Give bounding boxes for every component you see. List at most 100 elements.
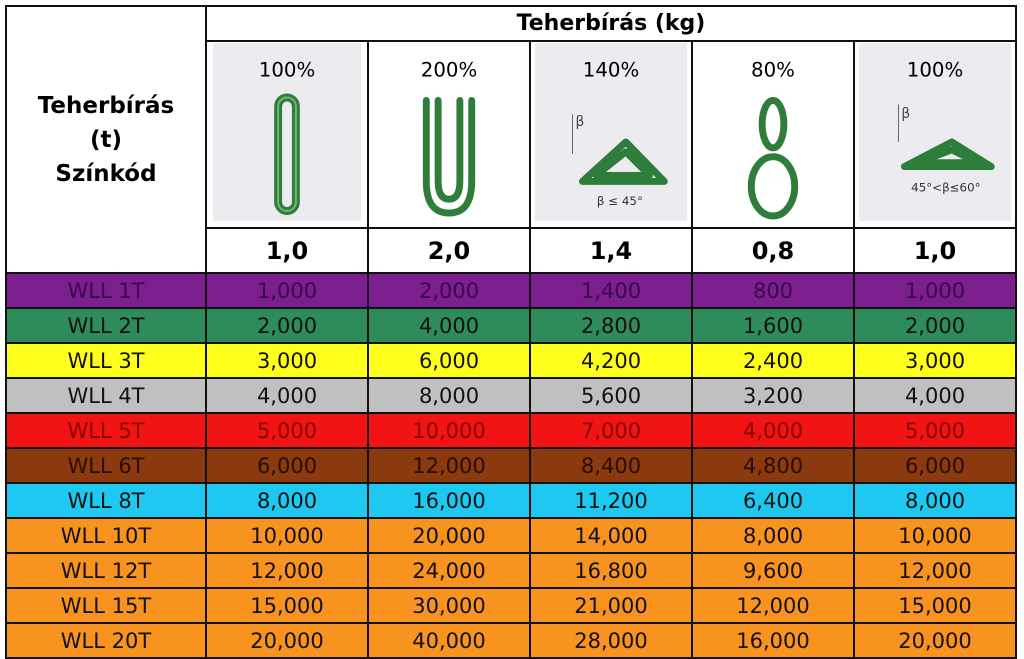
row-label: WLL 12T bbox=[5, 552, 207, 589]
cell: 24,000 bbox=[367, 552, 531, 589]
table-row: WLL 6T 6,000 12,000 8,400 4,800 6,000 bbox=[5, 447, 1017, 484]
cell: 20,000 bbox=[853, 622, 1017, 659]
table-row: WLL 15T 15,000 30,000 21,000 12,000 15,000 bbox=[5, 587, 1017, 624]
table-row: WLL 2T 2,000 4,000 2,800 1,600 2,000 bbox=[5, 307, 1017, 344]
row-label: WLL 6T bbox=[5, 447, 207, 484]
factor: 0,8 bbox=[691, 227, 855, 274]
cell: 14,000 bbox=[529, 517, 693, 554]
cell: 2,000 bbox=[367, 272, 531, 309]
angle-symbol: β bbox=[575, 114, 584, 130]
cell: 4,800 bbox=[691, 447, 855, 484]
table-row: WLL 8T 8,000 16,000 11,200 6,400 8,000 bbox=[5, 482, 1017, 519]
cell: 8,000 bbox=[853, 482, 1017, 519]
sling-icon: 200% bbox=[421, 59, 477, 217]
sling-icon: 80% bbox=[747, 59, 799, 220]
percent: 80% bbox=[751, 59, 795, 82]
cell: 4,200 bbox=[529, 342, 693, 379]
table-title: Teherbírás (kg) bbox=[205, 5, 1017, 42]
cell: 2,800 bbox=[529, 307, 693, 344]
cell: 30,000 bbox=[367, 587, 531, 624]
cell: 4,000 bbox=[367, 307, 531, 344]
cell: 1,000 bbox=[853, 272, 1017, 309]
cell: 6,000 bbox=[853, 447, 1017, 484]
icon-cell: 100% β 45°<β≤60° bbox=[853, 40, 1017, 229]
cell: 3,200 bbox=[691, 377, 855, 414]
percent: 140% bbox=[583, 59, 639, 82]
row-label: WLL 1T bbox=[5, 272, 207, 309]
left-header-line: (t) bbox=[89, 126, 123, 153]
table-row: WLL 4T 4,000 8,000 5,600 3,200 4,000 bbox=[5, 377, 1017, 414]
cell: 16,000 bbox=[367, 482, 531, 519]
table-row: WLL 12T 12,000 24,000 16,800 9,600 12,000 bbox=[5, 552, 1017, 589]
row-label: WLL 5T bbox=[5, 412, 207, 449]
percent: 100% bbox=[259, 59, 315, 82]
cell: 15,000 bbox=[853, 587, 1017, 624]
sling-icon: 100% β 45°<β≤60° bbox=[858, 43, 1012, 221]
percent: 200% bbox=[421, 59, 477, 82]
cell: 15,000 bbox=[205, 587, 369, 624]
table-row: WLL 3T 3,000 6,000 4,200 2,400 3,000 bbox=[5, 342, 1017, 379]
cell: 11,200 bbox=[529, 482, 693, 519]
angle-note: 45°<β≤60° bbox=[911, 180, 980, 194]
load-table: Teherbírás (t) Színkód Teherbírás (kg) 1… bbox=[5, 5, 1017, 659]
cell: 3,000 bbox=[853, 342, 1017, 379]
cell: 7,000 bbox=[529, 412, 693, 449]
cell: 800 bbox=[691, 272, 855, 309]
cell: 10,000 bbox=[367, 412, 531, 449]
factor: 1,0 bbox=[853, 227, 1017, 274]
icon-cell: 80% bbox=[691, 40, 855, 229]
cell: 8,400 bbox=[529, 447, 693, 484]
cell: 12,000 bbox=[853, 552, 1017, 589]
cell: 20,000 bbox=[205, 622, 369, 659]
row-label: WLL 4T bbox=[5, 377, 207, 414]
cell: 40,000 bbox=[367, 622, 531, 659]
cell: 8,000 bbox=[691, 517, 855, 554]
icon-cell: 100% bbox=[205, 40, 369, 229]
cell: 1,600 bbox=[691, 307, 855, 344]
left-header-line: Színkód bbox=[55, 160, 157, 187]
cell: 20,000 bbox=[367, 517, 531, 554]
cell: 5,000 bbox=[205, 412, 369, 449]
cell: 8,000 bbox=[367, 377, 531, 414]
angle-note: β ≤ 45° bbox=[597, 194, 643, 208]
cell: 21,000 bbox=[529, 587, 693, 624]
row-label: WLL 3T bbox=[5, 342, 207, 379]
cell: 4,000 bbox=[853, 377, 1017, 414]
cell: 16,800 bbox=[529, 552, 693, 589]
cell: 28,000 bbox=[529, 622, 693, 659]
row-label: WLL 10T bbox=[5, 517, 207, 554]
row-label: WLL 8T bbox=[5, 482, 207, 519]
table-row: WLL 20T 20,000 40,000 28,000 16,000 20,000 bbox=[5, 622, 1017, 659]
sling-icon: 100% bbox=[212, 43, 362, 221]
cell: 12,000 bbox=[205, 552, 369, 589]
cell: 4,000 bbox=[691, 412, 855, 449]
factor: 1,4 bbox=[529, 227, 693, 274]
cell: 2,000 bbox=[205, 307, 369, 344]
sling-icon: 140% β β ≤ 45° bbox=[534, 43, 688, 221]
cell: 4,000 bbox=[205, 377, 369, 414]
cell: 5,000 bbox=[853, 412, 1017, 449]
factor: 1,0 bbox=[205, 227, 369, 274]
cell: 6,400 bbox=[691, 482, 855, 519]
cell: 9,600 bbox=[691, 552, 855, 589]
table-row: WLL 10T 10,000 20,000 14,000 8,000 10,000 bbox=[5, 517, 1017, 554]
cell: 6,000 bbox=[205, 447, 369, 484]
left-header: Teherbírás (t) Színkód bbox=[5, 5, 207, 274]
cell: 2,000 bbox=[853, 307, 1017, 344]
cell: 8,000 bbox=[205, 482, 369, 519]
factor: 2,0 bbox=[367, 227, 531, 274]
cell: 12,000 bbox=[691, 587, 855, 624]
cell: 5,600 bbox=[529, 377, 693, 414]
left-header-line: Teherbírás bbox=[37, 92, 175, 119]
percent: 100% bbox=[907, 59, 963, 82]
angle-symbol: β bbox=[901, 106, 910, 122]
cell: 10,000 bbox=[853, 517, 1017, 554]
cell: 6,000 bbox=[367, 342, 531, 379]
cell: 1,400 bbox=[529, 272, 693, 309]
row-label: WLL 20T bbox=[5, 622, 207, 659]
cell: 3,000 bbox=[205, 342, 369, 379]
table-row: WLL 5T 5,000 10,000 7,000 4,000 5,000 bbox=[5, 412, 1017, 449]
row-label: WLL 2T bbox=[5, 307, 207, 344]
table-row: WLL 1T 1,000 2,000 1,400 800 1,000 bbox=[5, 272, 1017, 309]
